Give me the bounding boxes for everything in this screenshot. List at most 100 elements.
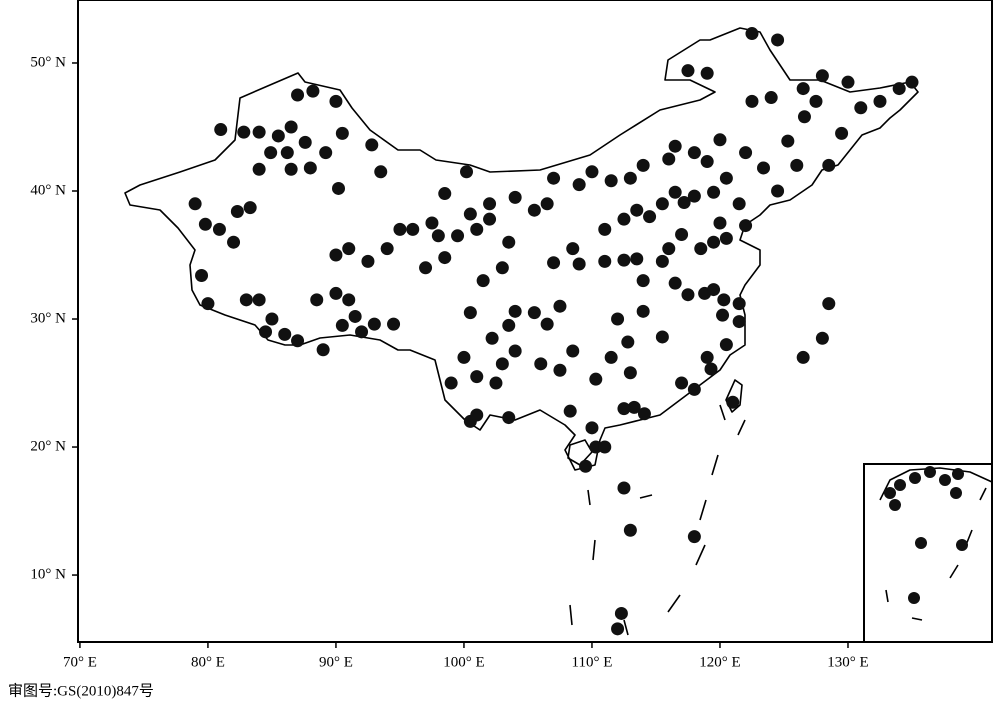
nine-dash-line [569,404,746,636]
station [508,304,522,318]
station [547,171,561,185]
station [815,331,829,345]
station [291,88,305,102]
station [476,274,490,288]
station [589,372,603,386]
station [604,350,618,364]
station [470,370,484,384]
station [485,331,499,345]
station [621,335,635,349]
station [677,196,691,210]
station [316,343,330,357]
y-tick-label: 30° N [30,310,66,326]
station [873,94,887,108]
station [892,82,906,96]
station [636,304,650,318]
station [508,344,522,358]
station [214,123,228,137]
station [361,254,375,268]
station [278,327,292,341]
station [745,27,759,41]
station [681,288,695,302]
station [700,350,714,364]
station [719,231,733,245]
taiwan-outline [725,379,743,413]
station [719,338,733,352]
station [303,161,317,175]
axes: 70° E 80° E 90° E 100° E 110° E 120° E 130° E 1… [30,54,868,670]
station [291,334,305,348]
station [757,161,770,175]
x-tick-label: 100° E [443,654,484,670]
station [854,101,868,115]
y-tick-label: 20° N [30,438,66,454]
inset-station [924,466,936,478]
station [655,197,669,211]
station [700,66,714,80]
station [694,242,708,256]
station [771,184,785,198]
station [841,75,855,89]
station [252,125,266,139]
station [265,312,279,326]
station [719,171,733,185]
station [227,235,241,249]
inset-station [909,472,921,484]
station [668,185,682,199]
station [298,135,312,149]
inset-station [915,537,927,549]
station [319,146,333,160]
station [822,158,836,172]
station [617,402,631,416]
station [438,187,452,201]
country-outline [124,27,919,471]
station [675,376,689,390]
station [585,165,599,179]
station [527,306,541,320]
station [668,139,682,153]
station [598,440,612,454]
station [188,197,202,211]
station [585,421,599,435]
station [495,261,509,275]
station [797,110,811,124]
station [406,222,420,236]
station [668,276,682,290]
inset-station [884,487,896,499]
station [745,94,759,108]
inset-station [950,487,962,499]
station [611,622,625,636]
station [306,84,320,98]
station [201,297,215,311]
station [310,293,324,307]
station [431,229,445,243]
station [687,189,701,203]
station [264,146,278,160]
station [614,606,628,620]
station [675,228,689,242]
station [716,308,730,322]
station [230,204,244,218]
station [342,242,356,256]
inset [863,463,993,643]
station [387,317,401,331]
inset-station [939,474,951,486]
station [700,155,714,169]
station [259,325,273,339]
station [540,317,554,331]
station [540,197,554,211]
station [739,146,753,160]
station [280,146,294,160]
x-tick-label: 110° E [572,654,613,670]
station [707,235,721,249]
station [732,197,746,211]
y-tick-label: 10° N [30,566,66,582]
station [393,222,407,236]
station [508,190,522,204]
inset-station [894,479,906,491]
station [252,162,266,176]
station [237,125,251,139]
station [271,129,285,143]
station [739,219,753,233]
